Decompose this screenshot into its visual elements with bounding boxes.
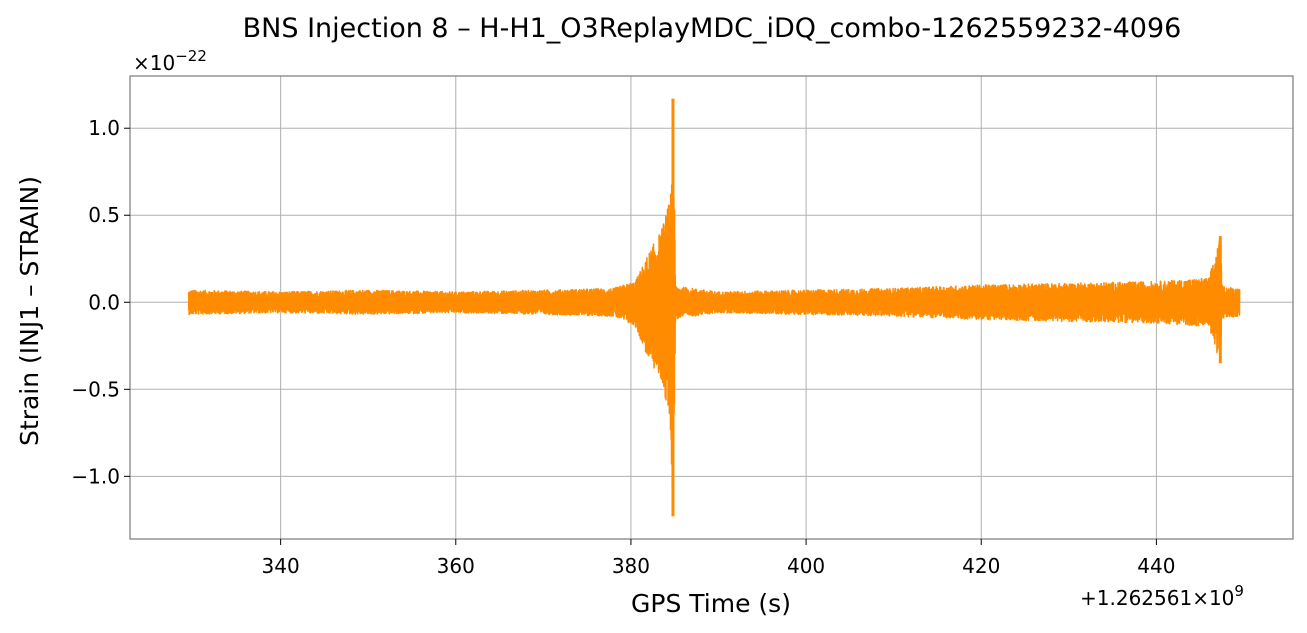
x-tick-label: 340 <box>262 554 300 578</box>
y-multiplier-exponent: −22 <box>175 47 207 65</box>
y-tick-label: −1.0 <box>71 464 120 488</box>
y-tick-label: 0.5 <box>88 203 120 227</box>
x-tick-label: 380 <box>612 554 650 578</box>
x-tick-label: 400 <box>787 554 825 578</box>
x-tick-label: 360 <box>437 554 475 578</box>
y-multiplier-label: ×10−22 <box>133 47 207 75</box>
x-offset-exponent: 9 <box>1234 582 1244 600</box>
ticks: 340 360 380 400 420 440 1.0 0.5 0.0 −0.5 −1.0 <box>71 116 1175 578</box>
series-layer <box>187 98 1241 517</box>
strain-series-line <box>187 143 1241 502</box>
x-offset-label: +1.262561×109 <box>1080 582 1244 610</box>
plot-frame <box>129 75 1294 540</box>
y-tick-label: −0.5 <box>71 377 120 401</box>
x-tick-label: 440 <box>1137 554 1175 578</box>
x-tick-label: 420 <box>962 554 1000 578</box>
x-axis-label: GPS Time (s) <box>631 589 791 618</box>
y-tick-label: 0.0 <box>88 290 120 314</box>
y-tick-label: 1.0 <box>88 116 120 140</box>
y-axis-label: Strain (INJ1 – STRAIN) <box>15 176 44 446</box>
chart-title: BNS Injection 8 – H-H1_O3ReplayMDC_iDQ_c… <box>243 13 1182 44</box>
